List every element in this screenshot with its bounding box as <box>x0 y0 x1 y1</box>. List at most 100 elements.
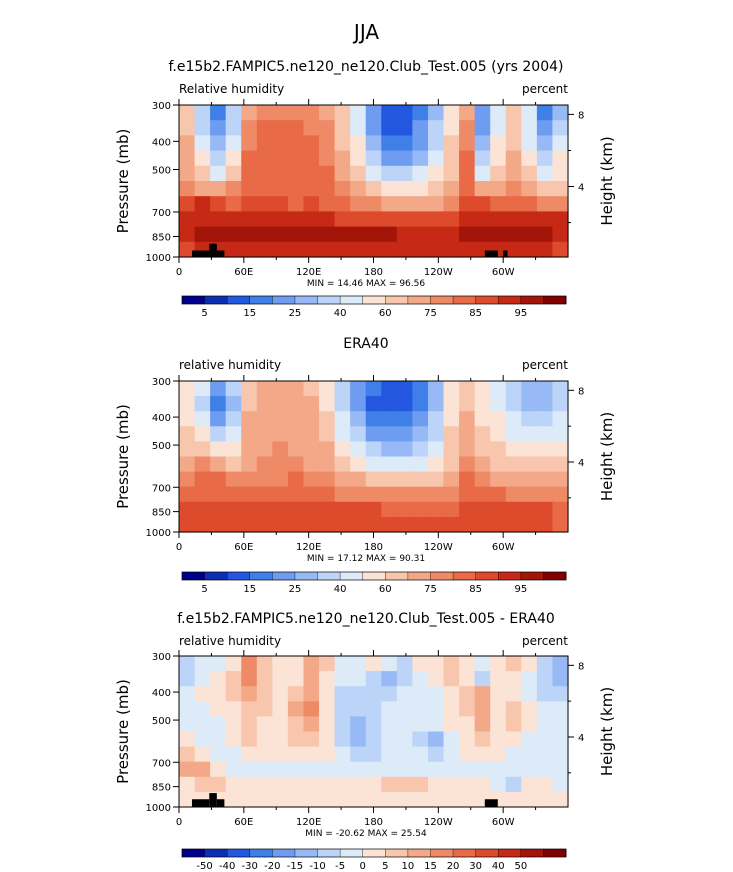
field-cell <box>194 226 211 243</box>
field-cell <box>536 656 554 672</box>
panel-2: 0 60E 120E 180 120W 60W 300 400 500 700 850 1000 8 4 E… <box>114 336 616 595</box>
field-cell <box>179 746 196 763</box>
field-cell <box>552 791 569 808</box>
field-cell <box>459 135 476 152</box>
field-cell <box>350 671 367 687</box>
field-cell <box>303 105 320 121</box>
x-tick-label: 0 <box>176 542 182 553</box>
field-cell <box>490 181 507 197</box>
field-cell <box>443 746 460 763</box>
colorbar-swatch <box>182 572 206 580</box>
colorbar-label: 60 <box>379 584 392 595</box>
colorbar-swatch <box>475 849 499 857</box>
field-cell <box>552 226 569 243</box>
field-cell <box>474 381 491 397</box>
field-cell <box>552 761 569 778</box>
field-cell <box>303 746 320 763</box>
field-cell <box>334 761 351 778</box>
field-cell <box>412 135 429 152</box>
field-cell <box>443 716 460 733</box>
colorbar-swatch <box>182 849 206 857</box>
field-cell <box>490 441 507 458</box>
y-tick-label: 1000 <box>146 528 171 539</box>
field-cell <box>427 776 445 793</box>
field-cell <box>396 701 413 717</box>
field-cell <box>505 105 522 121</box>
field-cell <box>443 411 460 427</box>
y-tick-label: 850 <box>152 508 171 519</box>
field-cell <box>272 226 289 243</box>
field-cell <box>474 671 491 687</box>
field-cell <box>474 196 491 212</box>
field-cell <box>194 411 211 427</box>
field-cell <box>521 196 538 212</box>
colorbar-label: 40 <box>492 861 505 872</box>
x-tick-label: 120W <box>424 542 453 553</box>
field-cell <box>303 211 320 228</box>
field-cell <box>241 196 258 212</box>
field-cell <box>334 486 351 503</box>
field-cell <box>381 135 398 152</box>
field-cell <box>459 456 476 473</box>
field-cell <box>225 761 242 778</box>
field-cell <box>427 716 445 733</box>
field-cell <box>521 686 538 702</box>
field-cell <box>427 381 445 397</box>
field-cell <box>505 746 522 763</box>
field-cell <box>287 671 305 687</box>
field-cell <box>272 135 289 152</box>
colorbar-swatch <box>340 849 364 857</box>
field-cell <box>490 226 507 243</box>
colorbar-swatch <box>272 572 296 580</box>
field-cell <box>350 105 367 121</box>
field-cell <box>536 241 554 258</box>
field-cell <box>210 516 227 533</box>
field-cell <box>536 441 554 458</box>
field-cell <box>459 656 476 672</box>
field-cell <box>194 516 211 533</box>
field-cell <box>210 165 227 182</box>
field-cell <box>287 516 305 533</box>
field-cell <box>179 396 196 412</box>
field-cell <box>490 776 507 793</box>
colorbar-label: 95 <box>514 584 527 595</box>
field-cell <box>427 396 445 412</box>
colorbar-swatch <box>272 849 296 857</box>
panel-title: ERA40 <box>343 336 388 352</box>
field-cell <box>303 196 320 212</box>
field-cell <box>256 671 273 687</box>
field-cell <box>334 731 351 748</box>
field-cell <box>179 211 196 228</box>
field-cell <box>303 686 320 702</box>
field-cell <box>412 516 429 533</box>
colorbar-swatch <box>340 572 364 580</box>
field-cell <box>272 501 289 518</box>
field-cell <box>210 471 227 488</box>
field-cell <box>272 241 289 258</box>
y2-axis-label: Height (km) <box>598 687 616 776</box>
field-cell <box>210 226 227 243</box>
field-cell <box>490 396 507 412</box>
field-cell <box>552 196 569 212</box>
y-axis-label: Pressure (mb) <box>114 404 132 509</box>
field-cell <box>459 791 476 808</box>
colorbar-swatch <box>204 296 228 304</box>
field-cell <box>319 105 336 121</box>
field-cell <box>536 165 554 182</box>
field-cell <box>381 226 398 243</box>
field-cell <box>443 761 460 778</box>
colorbar-swatch <box>362 572 386 580</box>
field-cell <box>350 791 367 808</box>
field-cell <box>396 776 413 793</box>
field-cell <box>521 776 538 793</box>
field-cell <box>272 686 289 702</box>
field-cell <box>303 441 320 458</box>
field-cell <box>490 105 507 121</box>
field-cell <box>303 761 320 778</box>
field-cell <box>256 241 273 258</box>
field-cell <box>287 501 305 518</box>
field-cell <box>381 471 398 488</box>
field-cell <box>412 105 429 121</box>
colorbar-swatch <box>543 296 567 304</box>
field-cell <box>427 516 445 533</box>
